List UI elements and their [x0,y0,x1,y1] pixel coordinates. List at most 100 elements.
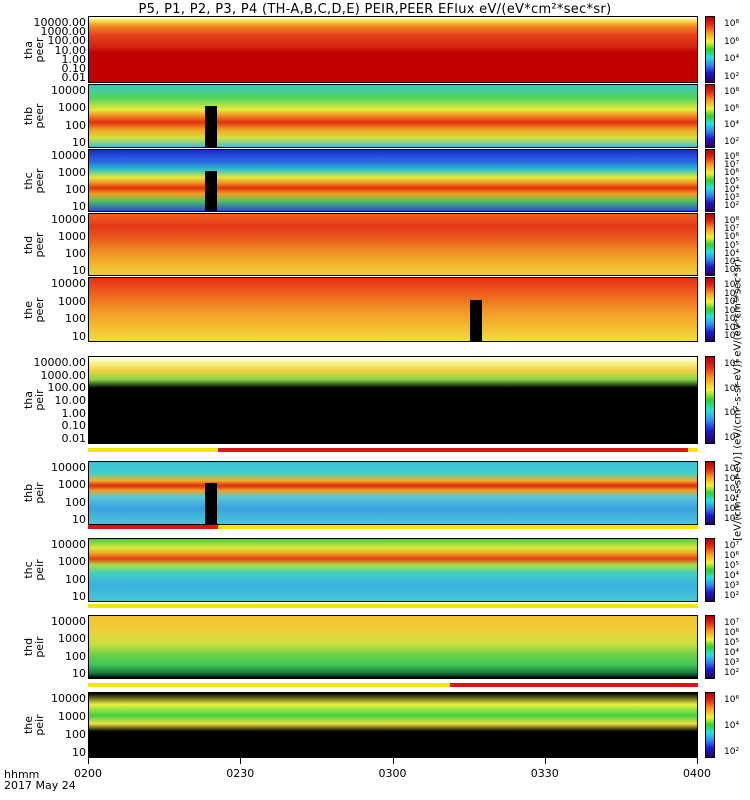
colorbar [705,461,715,525]
colorbar-tick-label: 10⁷ [724,224,740,235]
y-tick-label: 10000.00 [33,16,87,29]
y-tick-label: 1000 [58,478,86,492]
y-tick-label: 1.00 [61,406,87,420]
mode-indicator-bar [88,525,218,529]
y-tick-label: 10000.00 [33,356,87,369]
y-tick-label: 1000 [58,710,86,723]
spectrogram-panel-2 [88,149,698,212]
colorbar-tick-label: 10⁸ [724,280,740,290]
colorbar-tick-label: 10⁴ [724,248,740,259]
data-gap [205,171,217,212]
x-tick-mark [88,758,89,764]
y-tick-label: 10000 [51,213,86,226]
y-tick-label: 100 [65,183,86,196]
y-tick-label: 100.00 [47,381,87,395]
y-tick-label: 10 [72,200,86,213]
y-tick-label: 0.01 [61,71,87,84]
y-tick-label: 100.00 [47,34,87,48]
y-tick-label: 10000 [51,461,86,474]
y-tick-label: 1000 [58,294,86,308]
y-tick-label: 100 [65,649,86,663]
data-gap [205,106,217,148]
x-tick-mark [240,758,242,764]
y-tick-label: 10 [72,513,86,526]
y-tick-label: 0.10 [61,61,87,75]
y-tick-label: 10000 [51,538,86,551]
y-tick-label: 10000 [51,692,86,705]
y-tick-label: 100 [65,572,86,586]
spectrogram-panel-1 [88,84,698,148]
x-tick-label: 0330 [530,767,559,780]
date-label: 2017 May 24 [4,779,76,792]
data-gap [470,299,482,342]
colorbar-tick-label: 10⁶ [724,383,740,394]
y-tick-label: 100 [65,118,86,132]
x-tick-label: 0230 [226,767,255,780]
y-tick-label: 10000 [51,277,86,290]
colorbar [705,277,715,342]
colorbar-tick-label: 10² [724,591,740,601]
colorbar-tick-label: 10² [724,433,740,443]
colorbar-tick-label: 10⁵ [724,305,740,316]
mode-indicator-bar [88,525,698,529]
spectrogram-panel-3 [88,213,698,276]
y-tick-label: 10.00 [54,43,87,57]
colorbar-tick-label: 10⁴ [724,120,740,131]
x-tick-label: 0300 [378,767,407,780]
colorbar-tick-label: 10⁷ [724,288,740,299]
y-tick-label: 10 [72,667,86,680]
y-tick-label: 100 [65,247,86,260]
colorbar-tick-label: 10⁶ [724,168,740,179]
colorbar-tick-label: 10² [724,668,740,678]
colorbar-tick-label: 10⁵ [724,638,740,648]
colorbar-tick-label: 10² [724,137,740,147]
colorbar-tick-label: 10² [724,331,740,341]
colorbar-tick-label: 10³ [724,192,740,203]
colorbar [705,16,715,83]
colorbar-tick-label: 10⁵ [724,240,740,251]
colorbar-tick-label: 10⁵ [724,561,740,571]
colorbar-tick-label: 10³ [724,504,740,514]
x-tick-label: 0400 [683,767,711,780]
colorbar [705,356,715,444]
colorbar [705,615,715,679]
plot-title: P5, P1, P2, P3, P4 (TH-A,B,C,D,E) PEIR,P… [138,2,612,17]
colorbar [705,84,715,148]
colorbar-tick-label: 10⁴ [724,721,740,731]
y-tick-label: 0.01 [61,432,87,445]
data-gap [205,483,217,525]
y-tick-label: 10000 [51,149,86,162]
colorbar-tick-label: 10² [724,265,740,275]
x-tick-mark [392,758,394,764]
colorbar-tick-label: 10² [724,747,740,757]
colorbar-tick-label: 10⁴ [724,54,740,65]
colorbar-tick-label: 10⁸ [724,152,740,162]
y-tick-label: 10000 [51,84,86,97]
mode-indicator-bar [88,683,450,687]
spectrogram-panel-8 [88,615,698,679]
y-tick-label: 10 [72,590,86,603]
colorbar-tick-label: 10⁶ [724,551,740,561]
y-tick-label: 1000.00 [40,25,87,39]
mode-indicator-bar [218,448,688,452]
colorbar-tick-label: 10³ [724,658,740,668]
y-tick-label: 100 [65,728,86,741]
colorbar-tick-label: 10² [724,514,740,524]
y-tick-label: 1000 [58,101,86,115]
x-tick-mark [544,758,546,764]
y-tick-label: 10000 [51,615,86,628]
colorbar [705,692,715,758]
y-tick-label: 1.00 [61,52,87,66]
colorbar-tick-label: 10⁴ [724,184,740,195]
colorbar-tick-label: 10⁴ [724,648,740,658]
y-tick-label: 1000 [58,632,86,646]
colorbar-tick-label: 10⁶ [724,103,740,114]
y-tick-label: 1000 [58,166,86,179]
spectrogram-panel-9 [88,692,698,758]
y-tick-label: 10.00 [54,394,87,407]
colorbar-tick-label: 10² [724,201,740,211]
colorbar-tick-label: 10³ [724,581,740,591]
colorbar [705,538,715,602]
colorbar [705,149,715,212]
